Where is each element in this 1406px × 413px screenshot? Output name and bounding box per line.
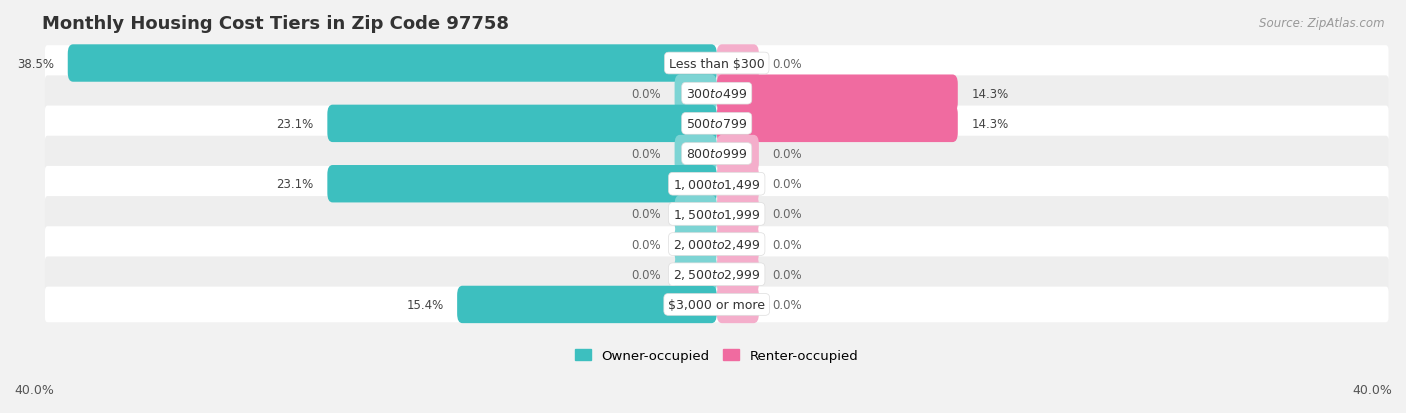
FancyBboxPatch shape bbox=[45, 166, 1389, 202]
FancyBboxPatch shape bbox=[45, 257, 1389, 292]
Text: 0.0%: 0.0% bbox=[631, 208, 661, 221]
Text: $2,500 to $2,999: $2,500 to $2,999 bbox=[673, 268, 761, 282]
Text: 40.0%: 40.0% bbox=[14, 384, 53, 396]
Text: 0.0%: 0.0% bbox=[772, 178, 801, 191]
Text: 0.0%: 0.0% bbox=[631, 268, 661, 281]
Text: $500 to $799: $500 to $799 bbox=[686, 118, 748, 131]
FancyBboxPatch shape bbox=[45, 197, 1389, 232]
Text: 14.3%: 14.3% bbox=[972, 118, 1008, 131]
FancyBboxPatch shape bbox=[328, 105, 717, 143]
Text: $1,000 to $1,499: $1,000 to $1,499 bbox=[673, 177, 761, 191]
FancyBboxPatch shape bbox=[45, 106, 1389, 142]
Text: $2,000 to $2,499: $2,000 to $2,499 bbox=[673, 237, 761, 252]
FancyBboxPatch shape bbox=[67, 45, 717, 83]
FancyBboxPatch shape bbox=[717, 196, 759, 233]
Text: 0.0%: 0.0% bbox=[772, 298, 801, 311]
FancyBboxPatch shape bbox=[717, 45, 759, 83]
FancyBboxPatch shape bbox=[717, 226, 759, 263]
FancyBboxPatch shape bbox=[675, 75, 717, 113]
FancyBboxPatch shape bbox=[675, 226, 717, 263]
Text: 0.0%: 0.0% bbox=[631, 148, 661, 161]
FancyBboxPatch shape bbox=[457, 286, 717, 323]
Text: Source: ZipAtlas.com: Source: ZipAtlas.com bbox=[1260, 17, 1385, 29]
FancyBboxPatch shape bbox=[45, 46, 1389, 82]
Legend: Owner-occupied, Renter-occupied: Owner-occupied, Renter-occupied bbox=[569, 344, 863, 367]
Text: 23.1%: 23.1% bbox=[277, 118, 314, 131]
Text: 14.3%: 14.3% bbox=[972, 88, 1008, 100]
Text: 23.1%: 23.1% bbox=[277, 178, 314, 191]
Text: 40.0%: 40.0% bbox=[1353, 384, 1392, 396]
FancyBboxPatch shape bbox=[717, 286, 759, 323]
Text: 0.0%: 0.0% bbox=[772, 268, 801, 281]
FancyBboxPatch shape bbox=[45, 136, 1389, 172]
Text: $300 to $499: $300 to $499 bbox=[686, 88, 748, 100]
Text: 0.0%: 0.0% bbox=[772, 238, 801, 251]
Text: $3,000 or more: $3,000 or more bbox=[668, 298, 765, 311]
FancyBboxPatch shape bbox=[717, 105, 957, 143]
FancyBboxPatch shape bbox=[717, 135, 759, 173]
Text: 0.0%: 0.0% bbox=[631, 88, 661, 100]
FancyBboxPatch shape bbox=[675, 196, 717, 233]
Text: 38.5%: 38.5% bbox=[17, 57, 55, 70]
Text: 0.0%: 0.0% bbox=[772, 208, 801, 221]
Text: 0.0%: 0.0% bbox=[772, 148, 801, 161]
Text: 15.4%: 15.4% bbox=[406, 298, 444, 311]
FancyBboxPatch shape bbox=[45, 76, 1389, 112]
Text: 0.0%: 0.0% bbox=[772, 57, 801, 70]
Text: Less than $300: Less than $300 bbox=[669, 57, 765, 70]
FancyBboxPatch shape bbox=[675, 135, 717, 173]
FancyBboxPatch shape bbox=[717, 256, 759, 293]
FancyBboxPatch shape bbox=[45, 227, 1389, 262]
Text: $1,500 to $1,999: $1,500 to $1,999 bbox=[673, 207, 761, 221]
FancyBboxPatch shape bbox=[717, 166, 759, 203]
FancyBboxPatch shape bbox=[45, 287, 1389, 323]
Text: Monthly Housing Cost Tiers in Zip Code 97758: Monthly Housing Cost Tiers in Zip Code 9… bbox=[42, 15, 509, 33]
Text: 0.0%: 0.0% bbox=[631, 238, 661, 251]
FancyBboxPatch shape bbox=[675, 256, 717, 293]
FancyBboxPatch shape bbox=[717, 75, 957, 113]
FancyBboxPatch shape bbox=[328, 166, 717, 203]
Text: $800 to $999: $800 to $999 bbox=[686, 148, 748, 161]
